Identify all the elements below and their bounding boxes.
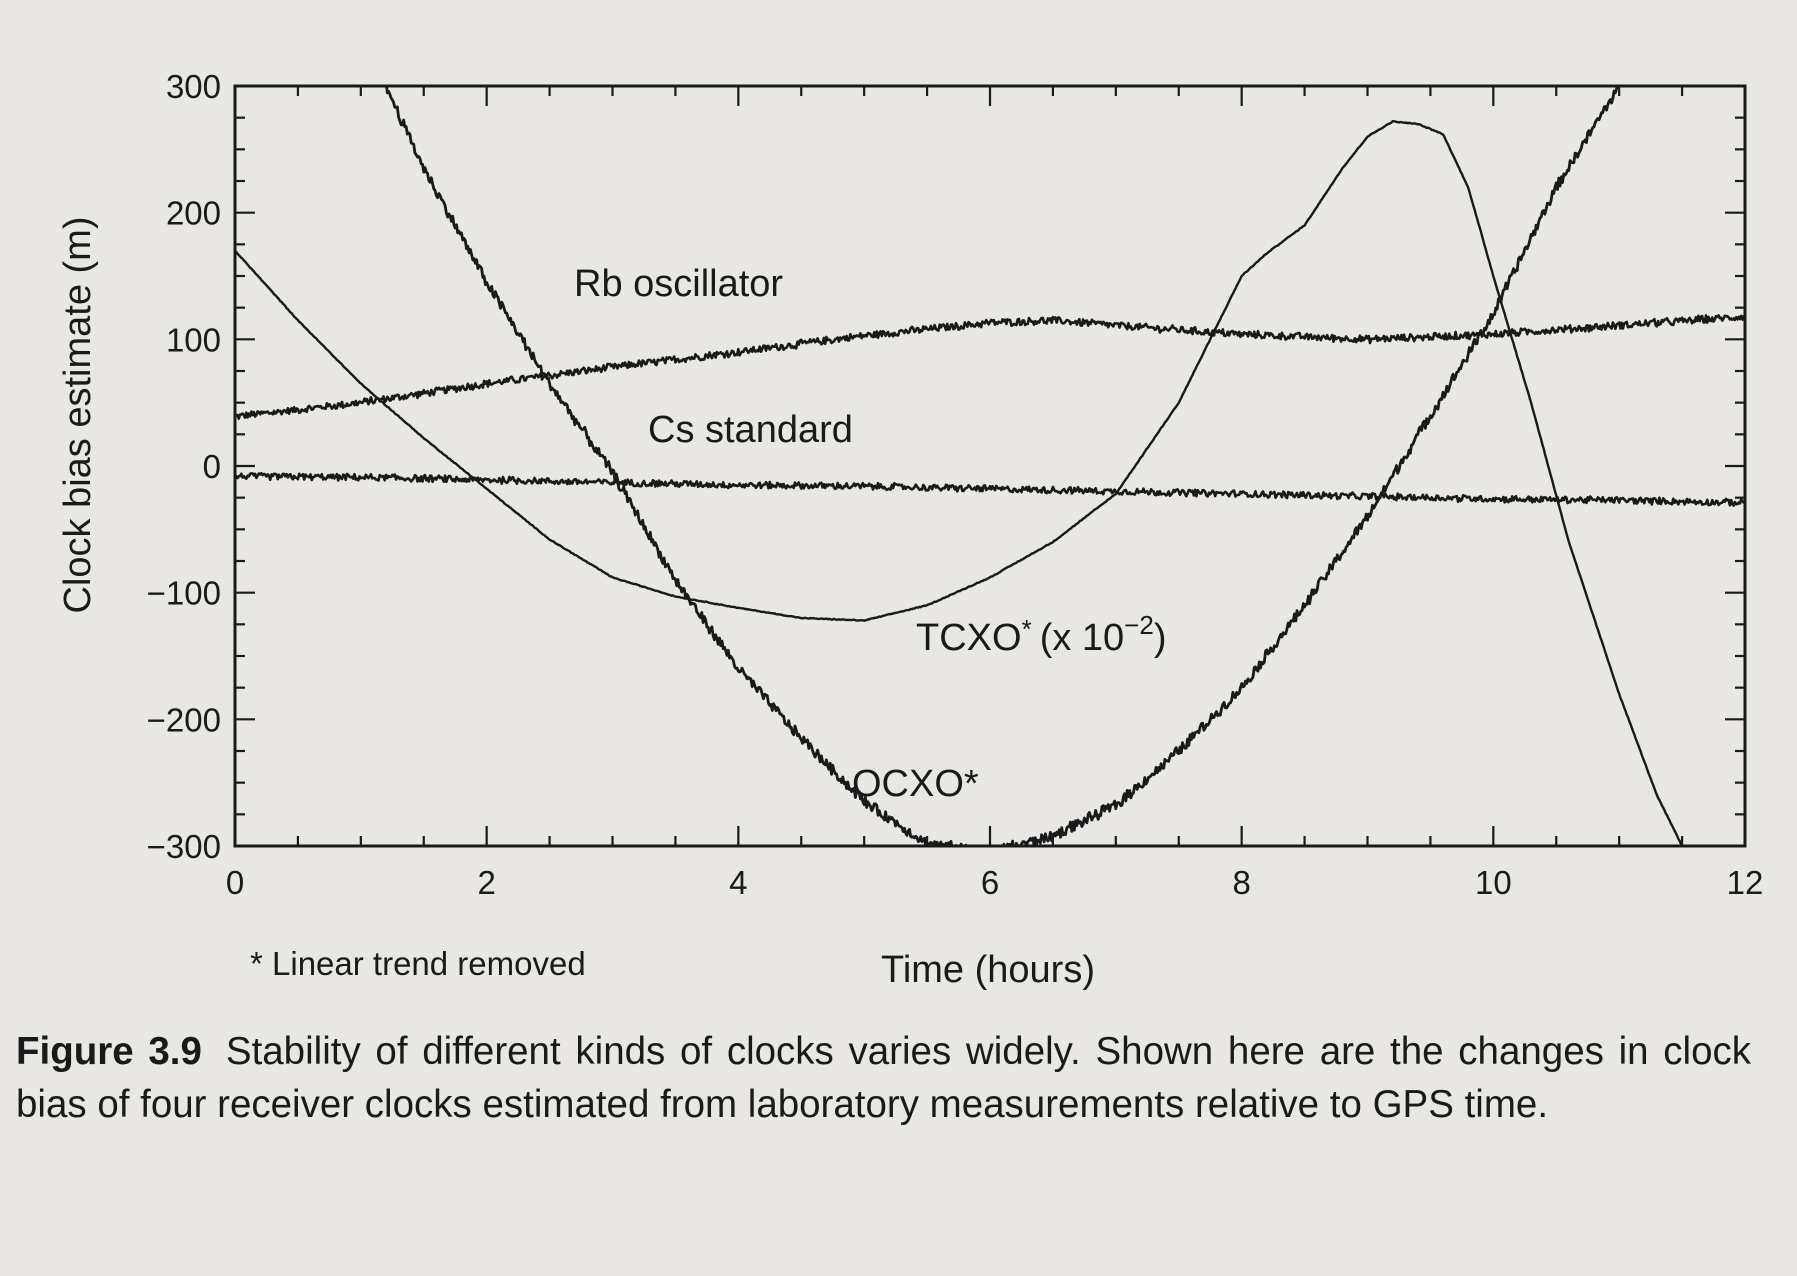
tcxo-close: )	[1154, 617, 1167, 659]
figure-caption: Figure 3.9 Stability of different kinds o…	[16, 1025, 1751, 1131]
series-label-cs: Cs standard	[648, 409, 853, 451]
x-tick-label: 12	[1727, 864, 1764, 901]
x-tick-label: 4	[729, 864, 747, 901]
x-tick-label: 2	[477, 864, 495, 901]
x-tick-label: 10	[1475, 864, 1512, 901]
y-tick-label: 100	[166, 321, 221, 358]
tcxo-star: *	[1022, 614, 1032, 644]
y-tick-label: −200	[147, 701, 221, 738]
series-label-rb: Rb oscillator	[574, 263, 783, 305]
x-tick-label: 0	[226, 864, 244, 901]
y-tick-label: 0	[203, 448, 221, 485]
tick-labels: 0 2 4 6 8 10 12 300 200 100 0 −100 −200 −300	[147, 68, 1764, 901]
footnote: * Linear trend removed	[250, 945, 586, 982]
series-lines	[235, 86, 1745, 846]
clock-bias-chart: 0 2 4 6 8 10 12 300 200 100 0 −100 −200 −300 Clock bi…	[57, 68, 1764, 991]
y-axis-title: Clock bias estimate (m)	[57, 217, 99, 614]
figure-number: Figure 3.9	[16, 1030, 202, 1073]
axis-ticks	[233, 84, 1747, 848]
y-tick-label: 200	[166, 195, 221, 232]
x-axis-title: Time (hours)	[881, 949, 1095, 991]
plot-frame	[233, 84, 1747, 848]
y-tick-label: −100	[147, 575, 221, 612]
series-line-rb	[235, 314, 1745, 421]
y-tick-label: −300	[147, 828, 221, 865]
series-line-ocxo	[385, 86, 1622, 846]
tcxo-name: TCXO	[916, 617, 1022, 659]
series-line-tcxo	[235, 119, 1684, 846]
tcxo-exponent: −2	[1124, 610, 1154, 640]
caption-text: Stability of different kinds of clocks v…	[16, 1030, 1751, 1126]
x-tick-label: 6	[981, 864, 999, 901]
series-label-ocxo: OCXO*	[852, 763, 979, 805]
x-tick-label: 8	[1232, 864, 1250, 901]
series-label-tcxo: TCXO* (x 10−2)	[916, 610, 1166, 659]
series-line-cs	[235, 471, 1745, 508]
y-tick-label: 300	[166, 68, 221, 105]
tcxo-factor: (x 10	[1040, 617, 1124, 659]
